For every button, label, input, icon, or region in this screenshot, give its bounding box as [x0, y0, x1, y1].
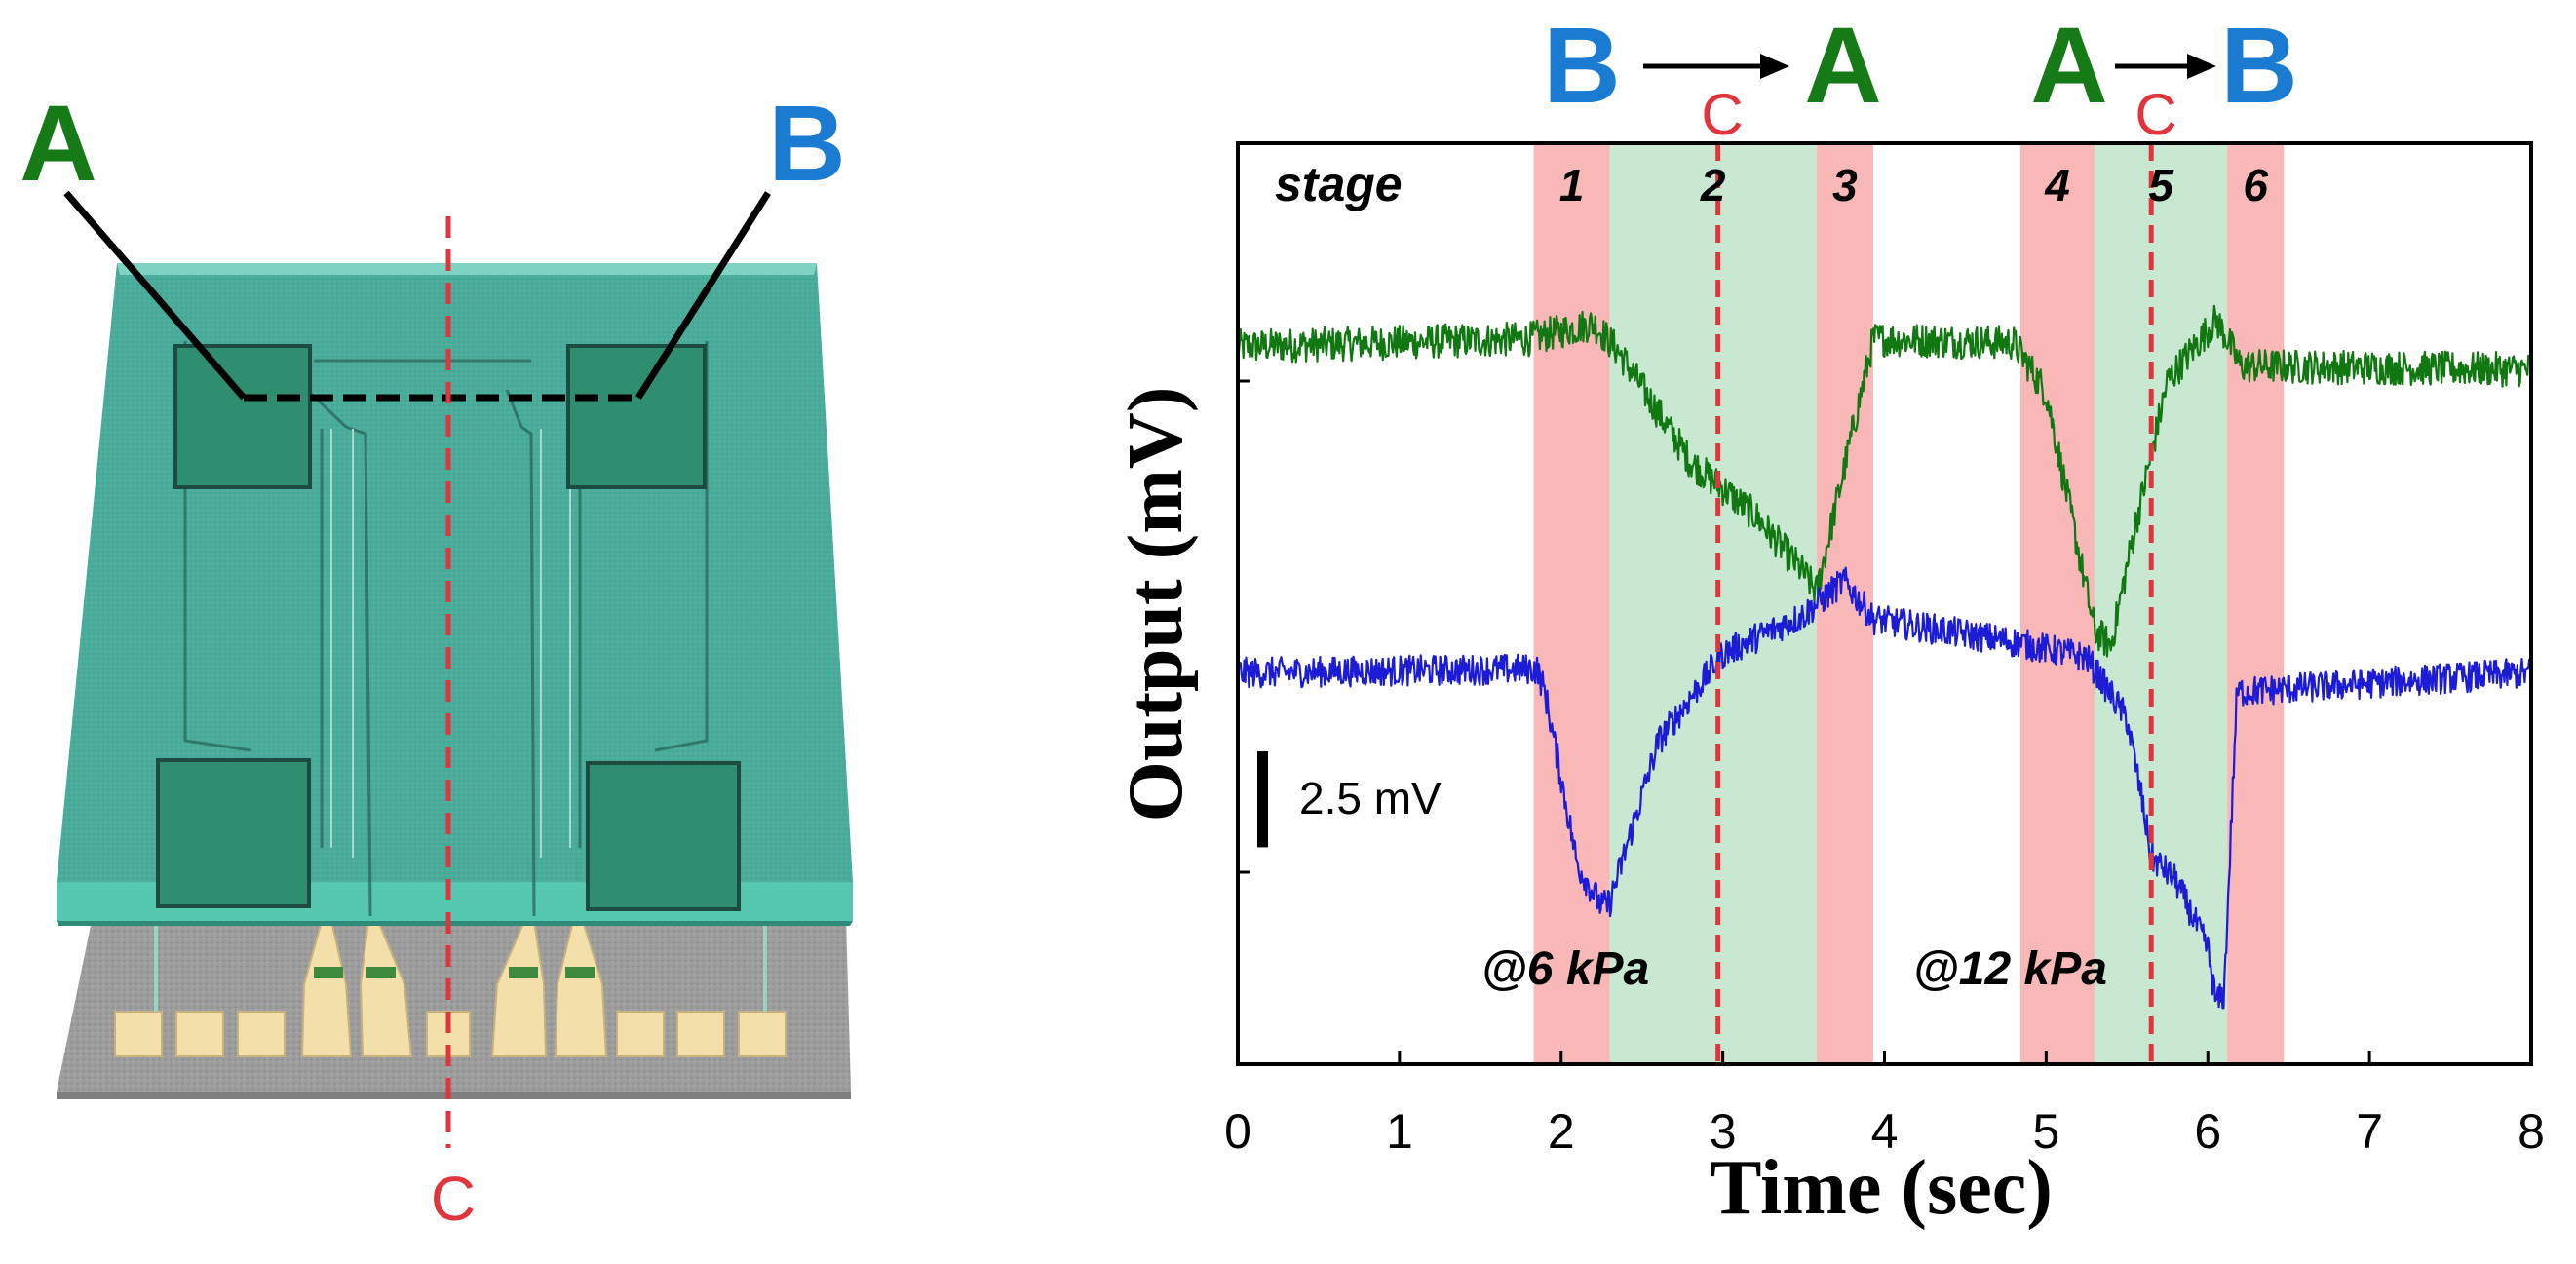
device-label-b: B: [768, 84, 845, 204]
sensor-pad-b: [566, 344, 707, 489]
leader-line-a: [63, 190, 247, 401]
y-axis-title: Output (mV): [1113, 387, 1199, 823]
header-right-arrowhead: [2187, 54, 2216, 79]
glass-top-rim: [117, 263, 817, 275]
x-tick-label: 6: [2194, 1104, 2221, 1159]
header-left-from: B: [1543, 6, 1620, 126]
device-label-a: A: [19, 84, 96, 204]
stage-label: 1: [1559, 160, 1585, 211]
contact-pad: [237, 1011, 286, 1057]
stage-labels: 1 2 3 4 5 6: [1559, 160, 2269, 211]
sensor-pad-a: [173, 344, 312, 489]
header-right-mid: C: [2134, 82, 2176, 147]
plot-frame: [1236, 141, 2533, 1066]
contact-pad: [676, 1011, 725, 1057]
x-tick-label: 1: [1386, 1104, 1413, 1159]
device-substrate-edge: [57, 1092, 851, 1099]
contact-pads: [114, 920, 787, 1057]
header-right-from: A: [2030, 6, 2107, 126]
contact-pad: [114, 1011, 163, 1057]
x-tick-label: 0: [1224, 1104, 1251, 1159]
stage-title: stage: [1275, 157, 1403, 211]
sensor-pad: [156, 758, 311, 908]
device-label-c: C: [431, 1164, 476, 1234]
header-left-arrowhead: [1760, 54, 1789, 79]
series-line-b: [1238, 566, 2531, 1010]
leader-line-b: [635, 191, 771, 400]
stage-band-4: [2019, 143, 2095, 1064]
c-lines: [1715, 143, 2154, 1064]
header-right-to: B: [2220, 6, 2297, 126]
x-tick-label: 5: [2032, 1104, 2059, 1159]
stage-band-1: [1533, 143, 1610, 1064]
x-tick-label: 4: [1871, 1104, 1899, 1159]
stage-label: 5: [2148, 160, 2174, 211]
x-ticks: 0 1 2 3 4 5 6 7 8: [1224, 1051, 2545, 1159]
header-left-to: A: [1804, 6, 1881, 126]
glass-front-shadow: [57, 921, 853, 926]
x-tick-label: 2: [1548, 1104, 1575, 1159]
device-substrate: [57, 916, 851, 1092]
contact-pad: [616, 1011, 665, 1057]
x-tick-label: 3: [1710, 1104, 1737, 1159]
interconnects-light: [330, 429, 571, 858]
scale-bar: [1257, 751, 1268, 848]
lead-segment: [314, 967, 343, 978]
x-tick-label: 7: [2356, 1104, 2383, 1159]
annotation-6kpa: @6 kPa: [1481, 943, 1649, 995]
stage-band-5: [2095, 143, 2228, 1064]
stage-label: 2: [1700, 160, 1726, 211]
series-line-a: [1238, 304, 2531, 658]
stage-label: 4: [2044, 160, 2070, 211]
series-layer: [1238, 304, 2531, 1010]
contact-pad: [738, 1011, 787, 1057]
lead-segment: [565, 967, 595, 978]
x-tick-label: 8: [2518, 1104, 2545, 1159]
stage-bands: [1533, 143, 2285, 1064]
scale-bar-label: 2.5 mV: [1299, 773, 1442, 824]
lead-segment: [366, 967, 396, 978]
stage-label: 6: [2243, 160, 2268, 211]
stage-band-2: [1609, 143, 1817, 1064]
device-illustration: A B C: [19, 84, 853, 1234]
sensor-pad: [586, 761, 741, 911]
sensing-pads: [156, 344, 741, 911]
chart-header: B C A A C B: [1543, 6, 2297, 147]
stage-band-6: [2227, 143, 2285, 1064]
chart: B C A A C B 1 2 3 4 5 6 stage 0 1 2 3 4 5 6 7 8 @6 kP…: [1113, 6, 2545, 1231]
x-axis-title: Time (sec): [1710, 1145, 2053, 1231]
annotation-12kpa: @12 kPa: [1913, 943, 2107, 995]
header-left-mid: C: [1701, 82, 1743, 147]
contact-pad: [175, 1011, 224, 1057]
stage-label: 3: [1832, 160, 1858, 211]
lead-segment: [509, 967, 538, 978]
